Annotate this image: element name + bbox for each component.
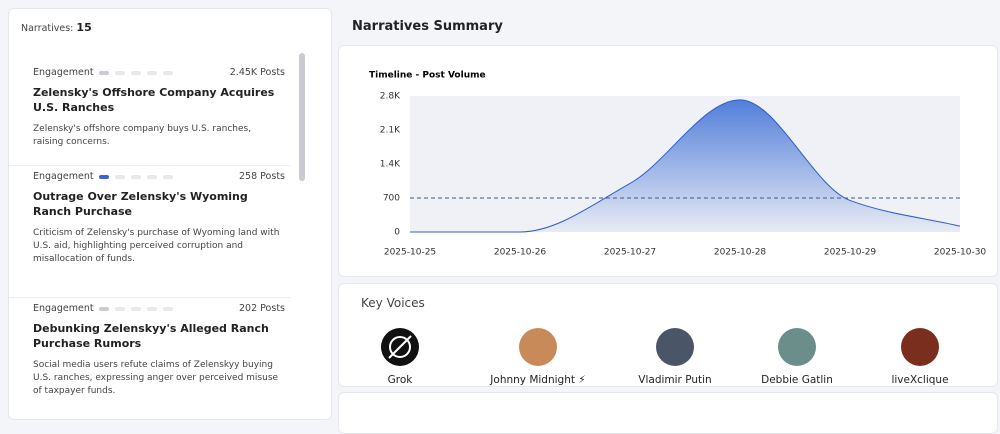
- avatar: [519, 328, 557, 366]
- narrative-item[interactable]: Engagement 2.45K Posts Zelensky's Offshore…: [9, 61, 291, 166]
- engagement-dot: [131, 71, 141, 75]
- x-tick-label: 2025-10-25: [384, 248, 436, 258]
- engagement-dot: [99, 71, 109, 75]
- summary-title: Narratives Summary: [352, 19, 503, 34]
- sidebar: Narratives: 15 Engagement 2.45K Posts Zele…: [8, 8, 332, 420]
- posts: 2.45K Posts: [229, 67, 285, 78]
- y-tick-label: 2.8K: [380, 92, 401, 102]
- y-tick-label: 1.4K: [380, 160, 401, 170]
- posts: 258 Posts: [239, 171, 285, 182]
- voice-name[interactable]: Johnny Midnight ⚡: [489, 374, 585, 386]
- engagement-dot: [99, 307, 109, 311]
- narrative-desc: Zelensky's offshore company buys U.S. ra…: [33, 124, 252, 147]
- line: [409, 99, 961, 233]
- x-tick-label: 2025-10-29: [824, 248, 877, 258]
- engagement-label: Engagement: [33, 67, 94, 78]
- y-tick-label: 2.1K: [380, 126, 401, 136]
- engagement-dot: [115, 71, 125, 75]
- scrollbar[interactable]: [299, 53, 305, 181]
- narrative-item[interactable]: Engagement 258 Posts Outrage Over Zelensky…: [9, 165, 291, 298]
- avatar: [901, 328, 939, 366]
- x-tick-label: 2025-10-26: [494, 248, 547, 258]
- voices-title: Key Voices: [361, 296, 425, 310]
- narrative-title: Outrage Over Zelensky's Wyoming Ranch Pu…: [33, 190, 248, 218]
- voice-name[interactable]: Vladimir Putin: [638, 374, 711, 386]
- count: 15: [76, 21, 92, 34]
- narrative-title: Debunking Zelenskyy's Alleged Ranch Purc…: [33, 322, 269, 350]
- x-tick-label: 2025-10-27: [604, 248, 656, 258]
- voice-name[interactable]: liveXclique: [891, 374, 948, 386]
- x-tick-label: 2025-10-28: [714, 248, 767, 258]
- posts: 202 Posts: [239, 303, 285, 314]
- voice-name[interactable]: Debbie Gatlin: [761, 374, 833, 386]
- avatar: [656, 328, 694, 366]
- narrative-desc: Criticism of Zelensky's purchase of Wyom…: [33, 228, 280, 264]
- engagement-dot: [115, 307, 125, 311]
- engagement-label: Engagement: [33, 171, 94, 182]
- x-tick-label: 2025-10-30: [934, 248, 987, 258]
- narrative-title: Zelensky's Offshore Company Acquires U.S…: [33, 86, 275, 114]
- engagement-dot: [115, 175, 125, 179]
- avatar-icon: [389, 336, 411, 358]
- engagement-dot: [163, 71, 173, 75]
- engagement-dot: [99, 175, 109, 179]
- engagement-dot: [163, 307, 173, 311]
- engagement-dot: [131, 175, 141, 179]
- voice-name[interactable]: Grok: [388, 374, 414, 386]
- engagement-dot: [147, 175, 157, 179]
- area: [410, 99, 960, 232]
- avatar: [778, 328, 816, 366]
- y-tick-label: 0: [394, 228, 400, 238]
- page: Narratives: 15 Engagement 2.45K Posts Zele…: [8, 8, 998, 434]
- engagement-dot: [131, 307, 141, 311]
- engagement-dot: [147, 71, 157, 75]
- chart-title: Timeline - Post Volume: [369, 71, 486, 81]
- avatar-icon: [388, 335, 412, 359]
- count-row: Narratives: 15: [21, 21, 92, 34]
- engagement-label: Engagement: [33, 303, 94, 314]
- narrative-desc: Social media users refute claims of Zele…: [33, 360, 279, 396]
- chart: Timeline - Post Volume 0 700 1.4K 2.1K 2.8K 20…: [369, 71, 987, 387]
- narrative-item[interactable]: Engagement 202 Posts Debunking Zelenskyy's…: [9, 297, 291, 427]
- count-label: Narratives:: [21, 23, 74, 34]
- y-tick-label: 700: [383, 194, 400, 204]
- engagement-dot: [163, 175, 173, 179]
- engagement-dot: [147, 307, 157, 311]
